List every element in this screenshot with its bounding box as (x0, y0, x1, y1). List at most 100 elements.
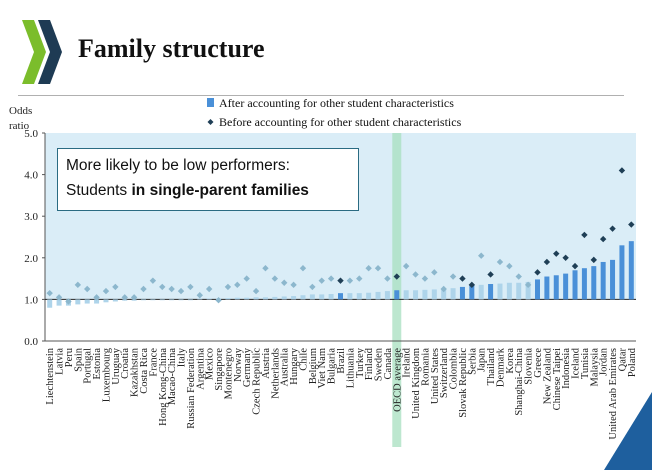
x-tick-label: Mexico (205, 348, 216, 380)
oecd-average-highlight (392, 133, 402, 447)
x-tick-label: Liechtenstein (45, 347, 56, 404)
x-tick-label: Jordan (599, 347, 610, 376)
y-tick-label: 4.0 (24, 170, 38, 182)
x-tick-label: Brazil (336, 348, 347, 374)
x-tick-label: Germany (242, 347, 253, 387)
x-tick-label: Qatar (617, 348, 628, 372)
corner-triangle (604, 392, 652, 470)
marker (46, 289, 53, 297)
bar (628, 241, 634, 300)
x-tick-label: Greece (533, 348, 544, 378)
x-tick-label: Thailand (486, 347, 497, 385)
bar (563, 273, 569, 300)
marker (121, 294, 128, 301)
x-tick-label: OECD average (392, 348, 403, 412)
x-tick-label: Bulgaria (327, 348, 338, 384)
marker (609, 225, 616, 232)
bar (356, 293, 362, 300)
bar (394, 290, 400, 300)
marker (112, 283, 119, 291)
marker (478, 252, 485, 259)
legend-label-before: Before accounting for other student char… (219, 115, 462, 129)
marker (431, 269, 438, 276)
marker (177, 287, 185, 295)
x-tick-label: United Kingdom (411, 348, 422, 419)
y-tick-label: 5.0 (24, 128, 38, 140)
bar (206, 298, 212, 300)
bar (75, 299, 81, 305)
marker (243, 275, 250, 282)
bar (169, 299, 175, 301)
marker (421, 275, 429, 282)
callout-prefix: Students (66, 182, 132, 199)
x-tick-label: Czech Republic (252, 348, 263, 415)
marker (384, 275, 391, 282)
x-tick-label: Poland (627, 347, 638, 377)
x-tick-label: Tunisia (580, 348, 591, 379)
x-tick-label: Argentina (195, 348, 206, 390)
x-tick-label: Romania (420, 348, 431, 386)
x-tick-label: Spain (73, 347, 84, 372)
marker (309, 283, 316, 291)
marker (205, 285, 213, 293)
bar (553, 275, 559, 300)
x-tick-label: United States (430, 348, 441, 404)
y-tick-label: 1.0 (24, 294, 38, 306)
x-tick-label: Iceland (571, 347, 582, 379)
bar (544, 276, 550, 300)
marker (374, 265, 382, 272)
marker (628, 221, 635, 228)
x-tick-label: Malaysia (589, 348, 600, 387)
bar (497, 283, 503, 300)
x-tick-label: Finland (364, 347, 375, 380)
x-tick-label: Viet Nam (317, 348, 328, 388)
slide-title: Family structure (78, 34, 265, 63)
bar (47, 299, 53, 308)
x-tick-label: Belgium (308, 348, 319, 384)
bar (300, 295, 306, 300)
x-tick-label: Macao-China (167, 348, 178, 405)
x-tick-label: Estonia (92, 348, 103, 380)
marker (93, 294, 100, 301)
x-tick-label: Singapore (214, 348, 225, 391)
marker (496, 258, 504, 266)
bar (225, 298, 231, 300)
bar (347, 293, 353, 300)
y-tick-label: 0.0 (24, 336, 38, 348)
bar (600, 261, 606, 300)
bar (478, 284, 484, 300)
marker (299, 265, 307, 272)
x-tick-label: Slovak Republic (458, 348, 469, 418)
x-tick-label: Colombia (449, 348, 460, 390)
marker (140, 285, 147, 293)
bar (187, 299, 193, 301)
y-tick-label: 3.0 (24, 211, 38, 223)
bar (581, 268, 587, 300)
logo-chevron-green (22, 20, 46, 84)
marker (346, 277, 354, 284)
bar (178, 299, 184, 301)
callout-line-1: More likely to be low performers: (66, 157, 290, 174)
marker (102, 287, 110, 295)
title-divider (18, 95, 624, 96)
marker (318, 277, 325, 284)
bar (56, 299, 62, 306)
bar (281, 296, 287, 300)
x-tick-label: Costa Rica (139, 348, 150, 394)
x-tick-label: Austria (261, 348, 272, 379)
marker (365, 265, 372, 272)
marker (327, 275, 335, 282)
bar (441, 289, 447, 300)
bar (197, 298, 203, 300)
marker (281, 279, 288, 286)
marker (262, 265, 269, 272)
bar (253, 297, 259, 300)
legend-label-after: After accounting for other student chara… (219, 96, 454, 110)
bar (103, 299, 109, 303)
bar (234, 297, 240, 300)
marker (449, 273, 457, 280)
x-tick-label: Slovenia (524, 348, 535, 385)
bar (328, 293, 334, 300)
marker (84, 285, 91, 293)
